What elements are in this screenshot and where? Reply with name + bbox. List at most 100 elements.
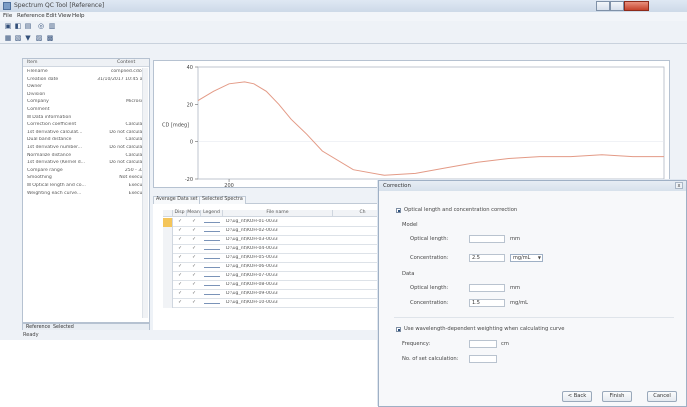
property-row[interactable]: 1st derivative calculat... Do not calcula… bbox=[23, 130, 149, 137]
disp-checkbox[interactable]: ✓ bbox=[178, 228, 182, 233]
property-row[interactable]: Filename complied.cdcon bbox=[23, 69, 149, 76]
property-row[interactable]: 1st derivative (Kernel d... Do not calcul… bbox=[23, 160, 149, 167]
property-row[interactable]: Weighting each curve... Execute bbox=[23, 191, 149, 198]
row-selector[interactable] bbox=[163, 281, 173, 290]
data-optical-input[interactable] bbox=[469, 284, 505, 292]
table-row[interactable]: ✓ ✓ D:\ug_nt\KOH-05-0033 bbox=[163, 254, 403, 263]
row-selector[interactable] bbox=[163, 263, 173, 272]
table-row[interactable]: ✓ ✓ D:\ug_nt\KOH-03-0033 bbox=[163, 236, 403, 245]
row-selector[interactable] bbox=[163, 218, 173, 227]
grid-icon[interactable]: ▧ bbox=[14, 34, 22, 42]
tab-average-data-set[interactable]: Average Data set bbox=[153, 196, 201, 204]
menu-reference[interactable]: Reference bbox=[17, 13, 45, 19]
disp-checkbox[interactable]: ✓ bbox=[178, 300, 182, 305]
property-row[interactable]: Smoothing Not execute bbox=[23, 175, 149, 182]
table-row[interactable]: ✓ ✓ D:\ug_nt\KOH-09-0033 bbox=[163, 290, 403, 299]
tab-reference[interactable]: Reference bbox=[26, 325, 51, 330]
model-conc-input[interactable]: 2.5 bbox=[469, 254, 505, 262]
data-conc-input[interactable]: 1.5 bbox=[469, 299, 505, 307]
row-selector[interactable] bbox=[163, 272, 173, 281]
iteration-input[interactable] bbox=[469, 355, 497, 363]
table-row[interactable]: ✓ ✓ D:\ug_nt\KOH-01-0033 bbox=[163, 218, 403, 227]
property-row[interactable]: Normalize distance Calculate bbox=[23, 153, 149, 160]
table-row[interactable]: ✓ ✓ D:\ug_nt\KOH-07-0033 bbox=[163, 272, 403, 281]
filter-icon[interactable]: ▼ bbox=[25, 34, 31, 42]
property-row[interactable]: Comment bbox=[23, 107, 149, 114]
view-icon[interactable]: ▦ bbox=[4, 34, 12, 42]
table-header-cell[interactable]: Mean bbox=[187, 210, 201, 217]
property-row[interactable]: Correction coefficient Calculate bbox=[23, 122, 149, 129]
export-icon[interactable]: ▥ bbox=[48, 22, 56, 30]
mean-checkbox[interactable]: ✓ bbox=[192, 273, 196, 278]
mean-checkbox[interactable]: ✓ bbox=[192, 300, 196, 305]
disp-checkbox[interactable]: ✓ bbox=[178, 273, 182, 278]
row-selector[interactable] bbox=[163, 299, 173, 308]
maximize-button[interactable] bbox=[610, 1, 624, 11]
back-button[interactable]: < Back bbox=[562, 391, 592, 402]
property-row[interactable]: Creation date 31/10/2017 10:45 a... bbox=[23, 77, 149, 84]
disp-checkbox[interactable]: ✓ bbox=[178, 246, 182, 251]
property-row[interactable]: 1st derivative number... Do not calculate bbox=[23, 145, 149, 152]
new-icon[interactable]: ▣ bbox=[4, 22, 12, 30]
mean-checkbox[interactable]: ✓ bbox=[192, 228, 196, 233]
frequency-input[interactable] bbox=[469, 340, 497, 348]
optical-correction-checkbox[interactable] bbox=[396, 208, 401, 213]
property-row[interactable]: Owner bbox=[23, 84, 149, 91]
minimize-button[interactable] bbox=[596, 1, 610, 11]
table-row[interactable]: ✓ ✓ D:\ug_nt\KOH-10-0033 bbox=[163, 299, 403, 308]
save-icon[interactable]: ▤ bbox=[24, 22, 32, 30]
mean-checkbox[interactable]: ✓ bbox=[192, 291, 196, 296]
row-selector[interactable] bbox=[163, 254, 173, 263]
settings-icon[interactable]: ▩ bbox=[46, 34, 54, 42]
table-row[interactable]: ✓ ✓ D:\ug_nt\KOH-06-0033 bbox=[163, 263, 403, 272]
property-row[interactable]: ⊟ Data information bbox=[23, 115, 149, 122]
disp-checkbox[interactable]: ✓ bbox=[178, 291, 182, 296]
mean-checkbox[interactable]: ✓ bbox=[192, 237, 196, 242]
menu-view[interactable]: View bbox=[58, 13, 72, 19]
legend-swatch bbox=[204, 222, 220, 223]
properties-scrollbar[interactable] bbox=[142, 68, 148, 318]
menu-help[interactable]: Help bbox=[72, 13, 85, 19]
row-selector[interactable] bbox=[163, 236, 173, 245]
tab-selected[interactable]: Selected bbox=[53, 325, 74, 330]
row-selector[interactable] bbox=[163, 245, 173, 254]
row-selector[interactable] bbox=[163, 290, 173, 299]
dialog-close-button[interactable]: x bbox=[675, 182, 683, 189]
mean-checkbox[interactable]: ✓ bbox=[192, 264, 196, 269]
cancel-button[interactable]: Cancel bbox=[647, 391, 677, 402]
row-selector[interactable] bbox=[163, 227, 173, 236]
property-row[interactable]: Company Microsoft bbox=[23, 99, 149, 106]
mean-checkbox[interactable]: ✓ bbox=[192, 255, 196, 260]
disp-checkbox[interactable]: ✓ bbox=[178, 264, 182, 269]
open-icon[interactable]: ◧ bbox=[14, 22, 22, 30]
table-header-cell[interactable] bbox=[163, 210, 173, 217]
model-optical-input[interactable] bbox=[469, 235, 505, 243]
dataset-tabs: Average Data set Selected Spectra bbox=[153, 195, 393, 204]
property-row[interactable]: ⊟ Optical length and co... Execute bbox=[23, 183, 149, 190]
property-row[interactable]: Dual band distance Calculate bbox=[23, 137, 149, 144]
menu-file[interactable]: File bbox=[3, 13, 13, 19]
table-row[interactable]: ✓ ✓ D:\ug_nt\KOH-08-0033 bbox=[163, 281, 403, 290]
property-row[interactable]: Compare range 250 - 320 bbox=[23, 168, 149, 175]
weighting-checkbox[interactable] bbox=[396, 327, 401, 332]
mean-checkbox[interactable]: ✓ bbox=[192, 246, 196, 251]
menu-edit[interactable]: Edit bbox=[46, 13, 57, 19]
table-header-cell[interactable]: Legend bbox=[201, 210, 223, 217]
property-row[interactable]: Division bbox=[23, 92, 149, 99]
print-icon[interactable]: ▨ bbox=[35, 34, 43, 42]
table-header-cell[interactable]: File name bbox=[223, 210, 333, 217]
disp-checkbox[interactable]: ✓ bbox=[178, 255, 182, 260]
disp-checkbox[interactable]: ✓ bbox=[178, 219, 182, 224]
tab-selected-spectra[interactable]: Selected Spectra bbox=[199, 196, 246, 204]
table-row[interactable]: ✓ ✓ D:\ug_nt\KOH-04-0033 bbox=[163, 245, 403, 254]
refresh-icon[interactable]: ◎ bbox=[37, 22, 45, 30]
table-header-cell[interactable]: Disp bbox=[173, 210, 187, 217]
model-conc-unit-select[interactable]: mg/mL ▼ bbox=[510, 254, 543, 262]
disp-checkbox[interactable]: ✓ bbox=[178, 237, 182, 242]
disp-checkbox[interactable]: ✓ bbox=[178, 282, 182, 287]
mean-checkbox[interactable]: ✓ bbox=[192, 219, 196, 224]
mean-checkbox[interactable]: ✓ bbox=[192, 282, 196, 287]
close-button[interactable] bbox=[624, 1, 649, 11]
finish-button[interactable]: Finish bbox=[602, 391, 632, 402]
table-row[interactable]: ✓ ✓ D:\ug_nt\KOH-02-0033 bbox=[163, 227, 403, 236]
